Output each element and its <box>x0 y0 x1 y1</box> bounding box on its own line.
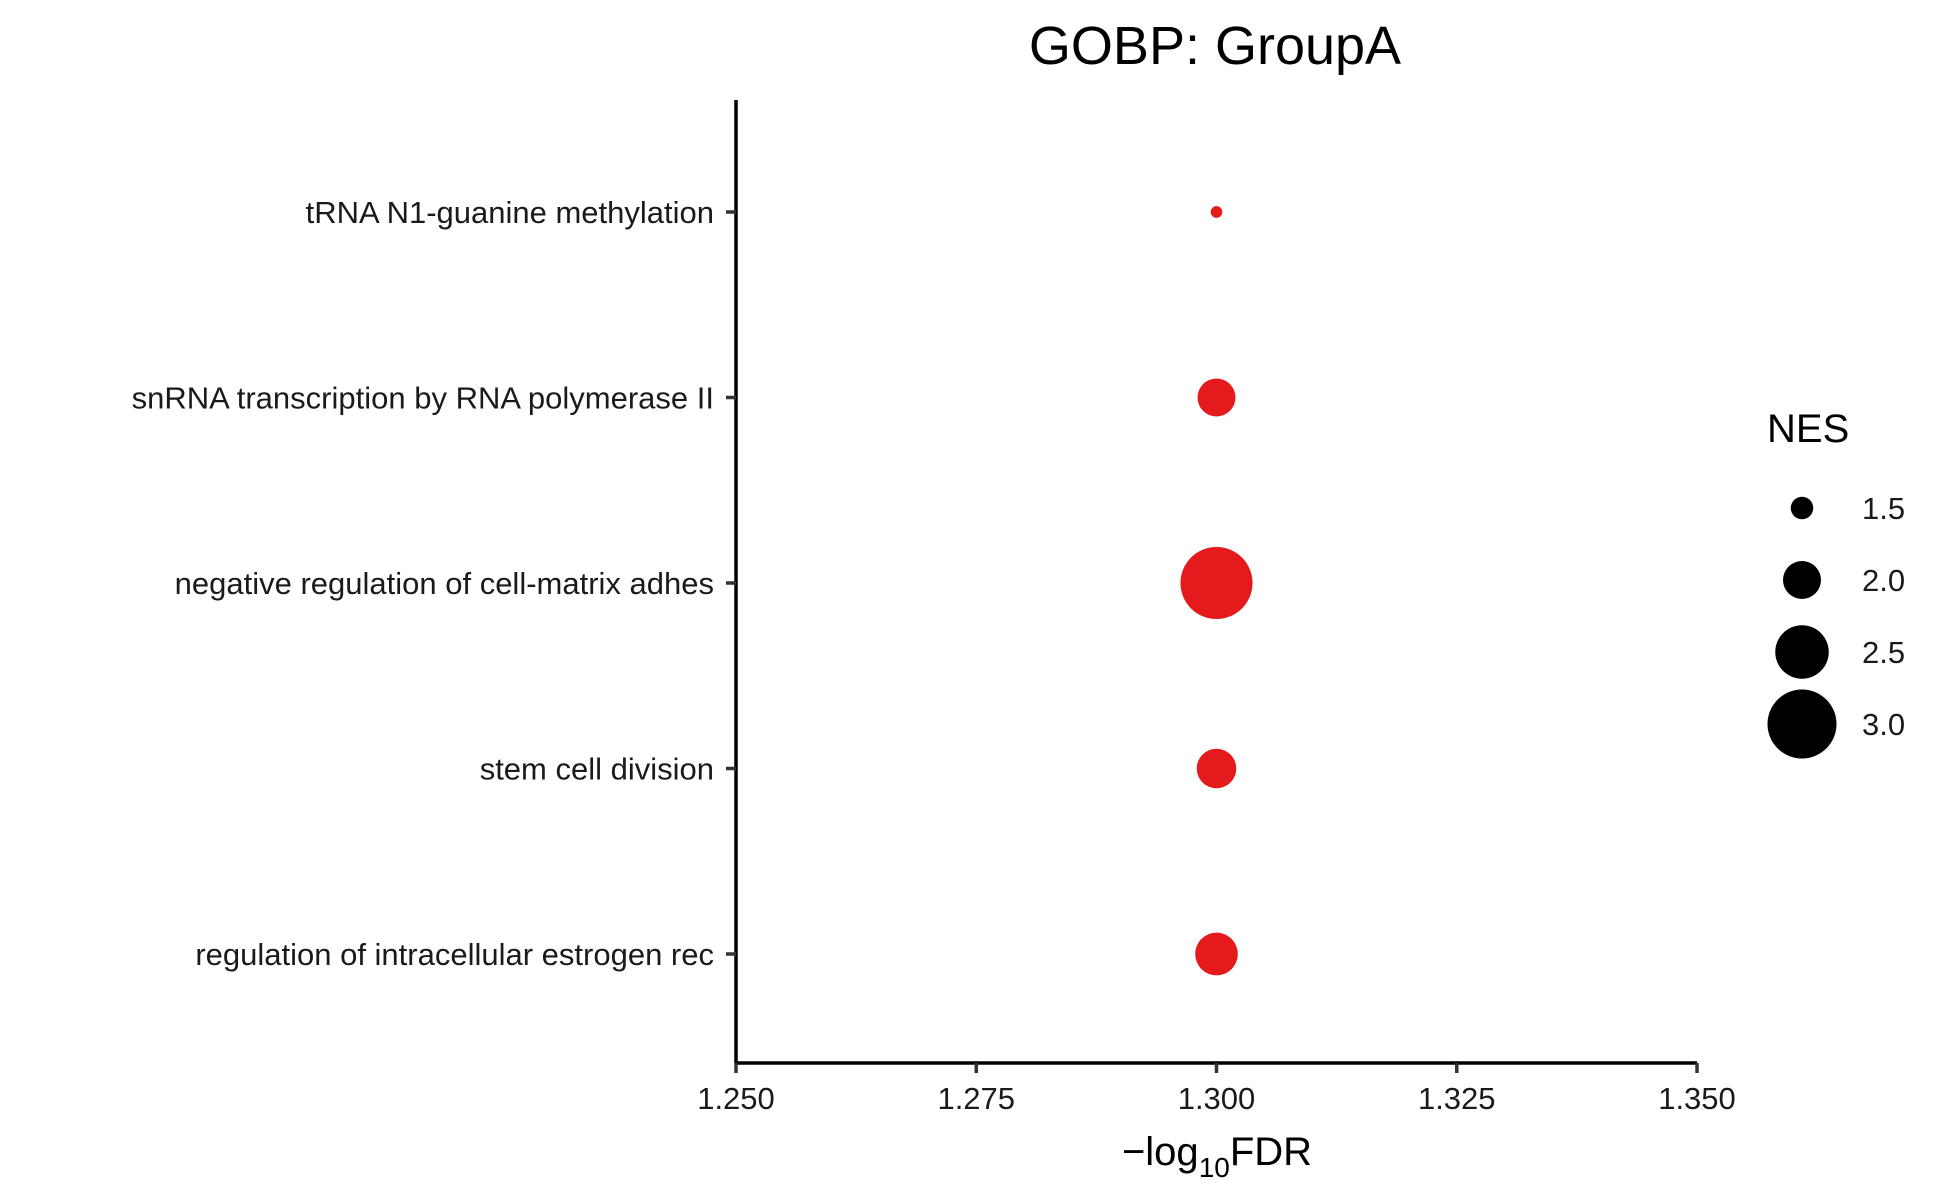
legend-key <box>1790 496 1814 520</box>
data-point <box>1195 932 1238 976</box>
x-axis-title-subscript: 10 <box>1199 1152 1230 1183</box>
legend-title: NES <box>1767 407 1849 451</box>
legend-label: 1.5 <box>1862 491 1905 526</box>
chart-title: GOBP: GroupA <box>1029 16 1401 76</box>
x-ticks: 1.250 1.275 1.300 1.325 1.350 <box>697 1063 1736 1116</box>
x-tick-label: 1.250 <box>697 1081 775 1116</box>
legend-label: 2.0 <box>1862 563 1905 598</box>
data-point <box>1210 206 1223 218</box>
x-tick-label: 1.350 <box>1658 1081 1736 1116</box>
x-tick-label: 1.325 <box>1418 1081 1496 1116</box>
y-tick-label: tRNA N1-guanine methylation <box>306 195 714 230</box>
data-point <box>1197 378 1236 417</box>
legend-label: 2.5 <box>1862 635 1905 670</box>
x-axis-title-suffix: FDR <box>1230 1130 1312 1174</box>
y-tick-label: stem cell division <box>480 752 714 787</box>
y-ticks: tRNA N1-guanine methylation snRNA transcr… <box>132 195 736 972</box>
y-tick-label: snRNA transcription by RNA polymerase II <box>132 381 714 416</box>
x-axis-title-prefix: −log <box>1122 1130 1199 1174</box>
legend-items: 1.5 2.0 2.5 3.0 <box>1767 491 1905 759</box>
legend-key <box>1767 689 1837 759</box>
y-tick-label: regulation of intracellular estrogen rec <box>195 937 714 972</box>
data-point <box>1180 546 1253 620</box>
legend-key <box>1783 561 1821 599</box>
data-points <box>1180 206 1253 976</box>
legend: NES 1.5 2.0 2.5 3.0 <box>1767 407 1905 759</box>
x-axis-title: −log10FDR <box>1122 1130 1312 1183</box>
legend-key <box>1775 625 1829 679</box>
x-tick-label: 1.300 <box>1178 1081 1256 1116</box>
data-point <box>1196 748 1237 789</box>
plot-area: tRNA N1-guanine methylation snRNA transcr… <box>132 100 1736 1116</box>
y-tick-label: negative regulation of cell-matrix adhes <box>175 566 714 601</box>
x-tick-label: 1.275 <box>937 1081 1015 1116</box>
legend-label: 3.0 <box>1862 707 1905 742</box>
